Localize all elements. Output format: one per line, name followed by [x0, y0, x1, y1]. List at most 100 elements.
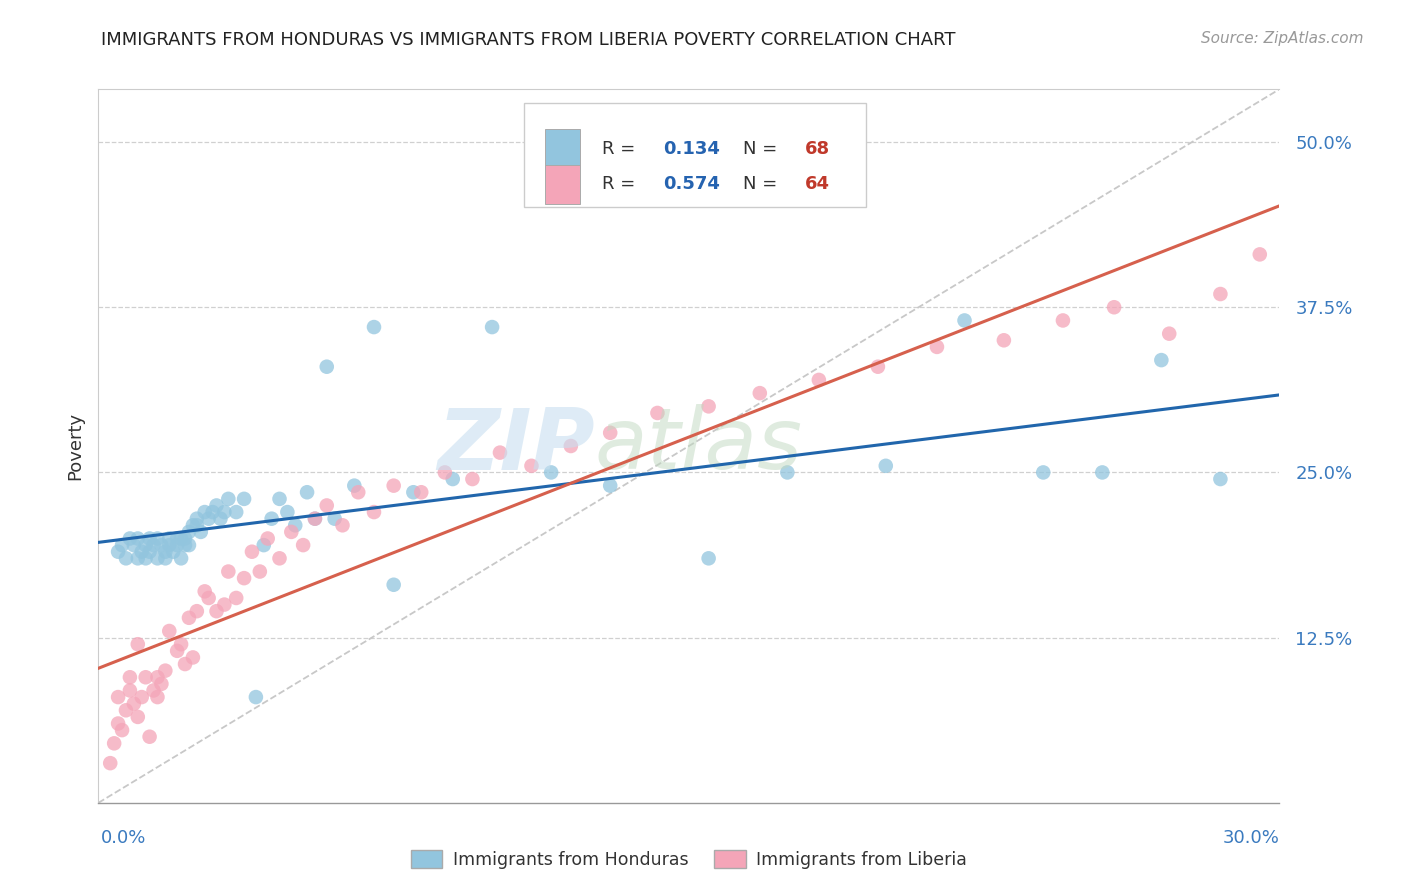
Point	[138, 545, 160, 559]
Point	[1249, 247, 1271, 261]
Point	[194, 584, 217, 599]
Point	[107, 690, 129, 704]
Text: atlas: atlas	[595, 404, 803, 488]
Point	[245, 690, 267, 704]
Point	[157, 624, 180, 638]
Point	[174, 538, 197, 552]
Y-axis label: Poverty: Poverty	[66, 412, 84, 480]
Text: N =: N =	[744, 140, 783, 158]
Point	[1091, 466, 1114, 480]
Point	[155, 551, 177, 566]
Point	[135, 538, 157, 552]
Point	[214, 598, 236, 612]
Point	[142, 683, 165, 698]
Point	[315, 359, 337, 374]
Point	[323, 511, 346, 525]
Point	[150, 677, 173, 691]
Legend: Immigrants from Honduras, Immigrants from Liberia: Immigrants from Honduras, Immigrants fro…	[404, 844, 974, 876]
Point	[186, 518, 208, 533]
Point	[1102, 300, 1125, 314]
Point	[103, 736, 125, 750]
Point	[347, 485, 370, 500]
Text: 30.0%: 30.0%	[1223, 829, 1279, 847]
Point	[217, 491, 239, 506]
Point	[174, 532, 197, 546]
Bar	[546, 164, 581, 203]
Point	[697, 551, 720, 566]
Text: N =: N =	[744, 175, 783, 194]
Point	[240, 545, 263, 559]
Text: 0.0%: 0.0%	[101, 829, 146, 847]
Point	[155, 545, 177, 559]
Text: Source: ZipAtlas.com: Source: ZipAtlas.com	[1201, 31, 1364, 46]
Point	[807, 373, 830, 387]
Point	[131, 545, 153, 559]
Point	[166, 644, 188, 658]
Point	[142, 538, 165, 552]
Point	[118, 683, 141, 698]
Point	[276, 505, 298, 519]
Point	[205, 499, 228, 513]
Point	[111, 538, 134, 552]
Point	[197, 511, 219, 525]
Point	[249, 565, 271, 579]
Point	[875, 458, 897, 473]
Point	[647, 406, 669, 420]
Point	[489, 445, 512, 459]
Point	[138, 730, 160, 744]
Point	[269, 491, 291, 506]
Point	[146, 670, 169, 684]
Point	[599, 425, 621, 440]
Point	[363, 320, 385, 334]
Point	[118, 532, 141, 546]
Point	[540, 466, 562, 480]
Point	[433, 466, 456, 480]
Point	[253, 538, 276, 552]
FancyBboxPatch shape	[523, 103, 866, 207]
Point	[170, 637, 193, 651]
Point	[382, 578, 405, 592]
Point	[748, 386, 770, 401]
Point	[98, 756, 121, 771]
Point	[280, 524, 302, 539]
Point	[166, 538, 188, 552]
Point	[205, 604, 228, 618]
Point	[186, 511, 208, 525]
Point	[343, 478, 366, 492]
Point	[127, 551, 149, 566]
Point	[697, 400, 720, 414]
Point	[1209, 287, 1232, 301]
Point	[225, 591, 247, 605]
Point	[135, 670, 157, 684]
Point	[1052, 313, 1074, 327]
Point	[111, 723, 134, 738]
Point	[866, 359, 889, 374]
Point	[170, 532, 193, 546]
Point	[138, 532, 160, 546]
Point	[170, 551, 193, 566]
Point	[157, 538, 180, 552]
Point	[190, 524, 212, 539]
Point	[209, 511, 232, 525]
Point	[181, 650, 204, 665]
Point	[157, 532, 180, 546]
Point	[122, 538, 145, 552]
Text: 68: 68	[804, 140, 830, 158]
Point	[135, 551, 157, 566]
Point	[127, 710, 149, 724]
Point	[1159, 326, 1181, 341]
Text: 0.574: 0.574	[664, 175, 720, 194]
Point	[560, 439, 582, 453]
Text: 64: 64	[804, 175, 830, 194]
Point	[599, 478, 621, 492]
Bar	[546, 129, 581, 169]
Point	[146, 690, 169, 704]
Point	[194, 505, 217, 519]
Point	[177, 538, 200, 552]
Point	[127, 532, 149, 546]
Point	[520, 458, 543, 473]
Point	[150, 538, 173, 552]
Point	[304, 511, 326, 525]
Point	[332, 518, 354, 533]
Text: R =: R =	[602, 175, 641, 194]
